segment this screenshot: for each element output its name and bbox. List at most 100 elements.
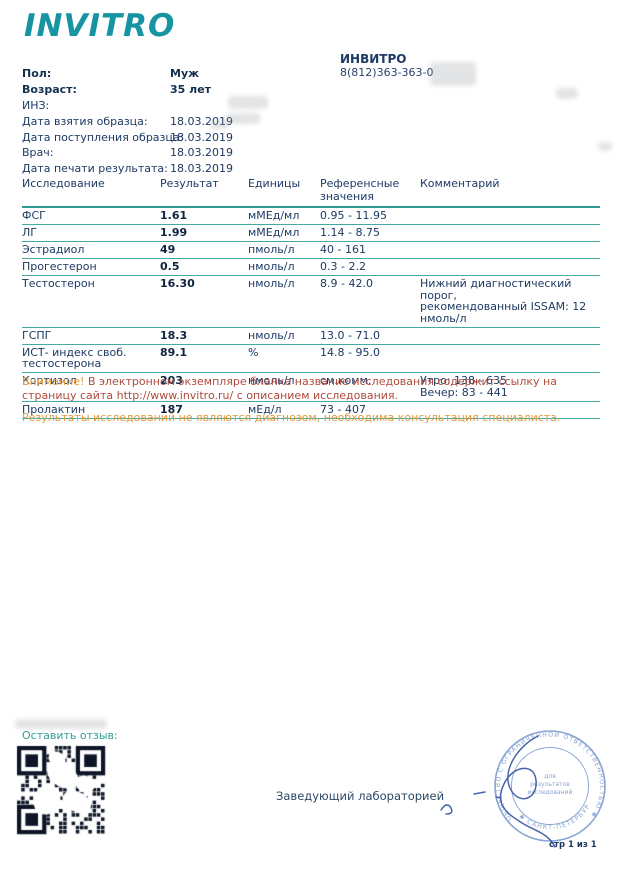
patient-field-value: 18.03.2019 xyxy=(170,146,233,160)
result-cell-units: нмоль/л xyxy=(248,258,320,276)
redaction-smudge xyxy=(430,62,476,86)
result-cell-res: 16.30 xyxy=(160,275,248,328)
lab-director-label: Заведующий лабораторией xyxy=(276,789,445,803)
patient-field-label: Дата взятия образца: xyxy=(22,114,148,128)
patient-field-label: Возраст: xyxy=(22,82,77,96)
attention-paragraph: Внимание! В электронном экземпляре бланк… xyxy=(22,375,578,402)
patient-info-row: Дата печати результата: 18.03.2019 xyxy=(22,161,352,177)
result-cell-comment xyxy=(420,207,600,225)
result-cell-units: мЕд/л xyxy=(248,401,320,419)
result-cell-res: 18.3 xyxy=(160,327,248,345)
header-comment: Комментарий xyxy=(420,176,600,208)
svg-text:✱ САНКТ-ПЕТЕРБУРГ ✱: ✱ САНКТ-ПЕТЕРБУРГ ✱ xyxy=(438,714,592,831)
signature-stroke xyxy=(440,735,556,848)
result-cell-test: Тестостерон xyxy=(22,275,160,328)
patient-info-row: Возраст: 35 лет xyxy=(22,82,352,98)
result-cell-comment xyxy=(420,241,600,259)
patient-field-label: Дата печати результата: xyxy=(22,162,168,176)
redaction-smudge xyxy=(226,113,260,124)
result-cell-units: мМЕд/мл xyxy=(248,207,320,225)
patient-info-row: Пол: Муж xyxy=(22,66,352,82)
result-cell-test: Эстрадиол xyxy=(22,241,160,259)
result-cell-ref: 8.9 - 42.0 xyxy=(320,275,420,328)
result-cell-test: ГСПГ xyxy=(22,327,160,345)
result-row: ФСГ 1.61 мМЕд/мл 0.95 - 11.95 xyxy=(22,207,600,225)
result-cell-res: 49 xyxy=(160,241,248,259)
result-cell-comment: Нижний диагностический порог, рекомендов… xyxy=(420,275,600,328)
result-cell-test: Пролактин xyxy=(22,401,160,419)
redaction-smudge xyxy=(556,88,578,99)
result-cell-ref: 40 - 161 xyxy=(320,241,420,259)
patient-info: Пол: Муж Возраст: 35 лет ИНЗ: Дата взятия обр… xyxy=(22,66,352,177)
redaction-smudge xyxy=(15,719,107,729)
patient-field-label: Пол: xyxy=(22,67,52,80)
result-cell-units: нмоль/л xyxy=(248,275,320,328)
patient-info-row: Врач: 18.03.2019 xyxy=(22,145,352,161)
result-cell-comment xyxy=(420,401,600,419)
redaction-smudge xyxy=(598,142,612,151)
result-cell-units: нмоль/л xyxy=(248,327,320,345)
header-reference: Референсные значения xyxy=(320,176,420,208)
result-cell-ref: 13.0 - 71.0 xyxy=(320,327,420,345)
result-cell-ref: 14.8 - 95.0 xyxy=(320,344,420,373)
patient-info-row: Дата поступления образца:18.03.2019 xyxy=(22,130,352,146)
result-row: ГСПГ 18.3 нмоль/л 13.0 - 71.0 xyxy=(22,327,600,345)
result-cell-comment xyxy=(420,224,600,242)
patient-field-value: 18.03.2019 xyxy=(170,130,233,144)
notices: Внимание! В электронном экземпляре бланк… xyxy=(22,375,578,425)
stamp-inner-line3: исследований xyxy=(528,789,573,796)
result-cell-res: 1.61 xyxy=(160,207,248,225)
stamp-bottom-text: ✱ САНКТ-ПЕТЕРБУРГ ✱ xyxy=(435,709,591,831)
invitro-logo: INVITRO xyxy=(24,8,176,44)
redaction-smudge xyxy=(228,96,268,109)
results-table: Исследование Результат Единицы Референсн… xyxy=(22,176,600,419)
patient-info-row: ИНЗ: xyxy=(22,98,352,114)
result-cell-res: 187 xyxy=(160,401,248,419)
attention-text: В электронном экземпляре бланка название… xyxy=(22,375,557,402)
result-row: Пролактин 187 мЕд/л 73 - 407 xyxy=(22,401,600,419)
clinic-header: ИНВИТРО 8(812)363-363-0 xyxy=(340,52,434,80)
result-row: Прогестерон 0.5 нмоль/л 0.3 - 2.2 xyxy=(22,258,600,276)
result-cell-ref: 0.3 - 2.2 xyxy=(320,258,420,276)
patient-field-value: 35 лет xyxy=(170,82,212,96)
results-header-row: Исследование Результат Единицы Референсн… xyxy=(22,176,600,208)
result-row: ИСТ- индекс своб. тестостерона 89.1% 14.8 … xyxy=(22,344,600,373)
patient-field-label: Врач: xyxy=(22,146,54,160)
patient-field-value: 18.03.2019 xyxy=(170,162,233,176)
result-cell-test: ИСТ- индекс своб. тестостерона xyxy=(22,344,160,373)
patient-field-value: 18.03.2019 xyxy=(170,114,233,128)
header-test: Исследование xyxy=(22,176,160,208)
result-row: ЛГ 1.99 мМЕд/мл 1.14 - 8.75 xyxy=(22,224,600,242)
header-units: Единицы xyxy=(248,176,320,208)
result-cell-ref: 1.14 - 8.75 xyxy=(320,224,420,242)
result-cell-units: нмоль/л xyxy=(248,372,320,402)
clinic-name: ИНВИТРО xyxy=(340,52,407,66)
clinic-phone: 8(812)363-363-0 xyxy=(340,66,434,79)
result-cell-units: пмоль/л xyxy=(248,241,320,259)
patient-field-label: Дата поступления образца: xyxy=(22,130,184,144)
result-cell-comment xyxy=(420,344,600,373)
patient-field-label: ИНЗ: xyxy=(22,98,50,112)
result-row: Тестостерон 16.30 нмоль/л 8.9 - 42.0 Нижний … xyxy=(22,275,600,328)
result-cell-test: ЛГ xyxy=(22,224,160,242)
result-cell-units: % xyxy=(248,344,320,373)
feedback-label: Оставить отзыв: xyxy=(22,729,118,742)
page-number: стр 1 из 1 xyxy=(549,840,597,850)
stamp-inner-line2: результатов xyxy=(530,781,570,788)
result-cell-res: 1.99 xyxy=(160,224,248,242)
redaction-smudge xyxy=(210,120,228,129)
round-stamp: ОБЩЕСТВО С ОГРАНИЧЕННОЙ ОТВЕТСТВЕННОСТЬЮ… xyxy=(435,709,620,864)
result-cell-res: 0.5 xyxy=(160,258,248,276)
result-cell-ref: 0.95 - 11.95 xyxy=(320,207,420,225)
disclaimer-text: Результаты исследований не являются диаг… xyxy=(22,411,561,424)
patient-info-row: Дата взятия образца: 18.03.2019 xyxy=(22,114,352,130)
stamp-graphic: ОБЩЕСТВО С ОГРАНИЧЕННОЙ ОТВЕТСТВЕННОСТЬЮ… xyxy=(435,709,606,848)
result-cell-comment xyxy=(420,258,600,276)
result-cell-res: 89.1 xyxy=(160,344,248,373)
result-cell-test: Прогестерон xyxy=(22,258,160,276)
result-cell-units: мМЕд/мл xyxy=(248,224,320,242)
patient-field-value: Муж xyxy=(170,67,200,80)
attention-label: Внимание! xyxy=(22,375,85,388)
qr-code xyxy=(15,744,107,836)
